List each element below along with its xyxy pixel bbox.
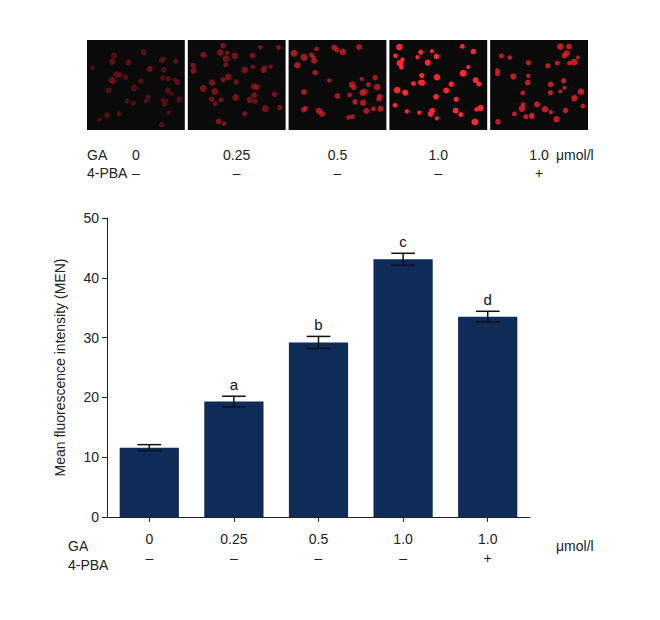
svg-text:0: 0 [91,509,99,525]
svg-text:0.25: 0.25 [223,147,250,163]
svg-text:c: c [399,233,407,250]
svg-text:–: – [334,165,342,181]
svg-text:b: b [314,316,322,333]
svg-text:–: – [145,550,153,566]
svg-text:1.0: 1.0 [478,531,498,547]
svg-text:μmol/l: μmol/l [556,147,594,163]
svg-text:30: 30 [83,330,99,346]
svg-text:0: 0 [132,147,140,163]
svg-text:4-PBA: 4-PBA [68,557,109,573]
svg-text:–: – [132,165,140,181]
svg-text:–: – [230,550,238,566]
svg-text:d: d [484,291,492,308]
svg-text:50: 50 [83,210,99,226]
svg-text:0.5: 0.5 [309,531,329,547]
svg-text:GA: GA [68,538,89,554]
svg-text:4-PBA: 4-PBA [87,165,128,181]
svg-text:1.0: 1.0 [393,531,413,547]
svg-text:10: 10 [83,449,99,465]
svg-text:+: + [535,165,543,181]
svg-text:μmol/l: μmol/l [556,538,594,554]
svg-text:+: + [484,550,492,566]
svg-text:–: – [399,550,407,566]
svg-text:0: 0 [145,531,153,547]
svg-text:–: – [233,165,241,181]
svg-text:–: – [434,165,442,181]
svg-text:a: a [230,376,239,393]
svg-text:20: 20 [83,389,99,405]
svg-text:–: – [315,550,323,566]
svg-text:0.25: 0.25 [220,531,247,547]
svg-text:1.0: 1.0 [429,147,449,163]
svg-text:GA: GA [87,147,108,163]
svg-text:0.5: 0.5 [328,147,348,163]
svg-text:40: 40 [83,270,99,286]
svg-text:1.0: 1.0 [529,147,549,163]
svg-text:Mean fluorescence intensity (M: Mean fluorescence intensity (MEN) [52,259,68,477]
